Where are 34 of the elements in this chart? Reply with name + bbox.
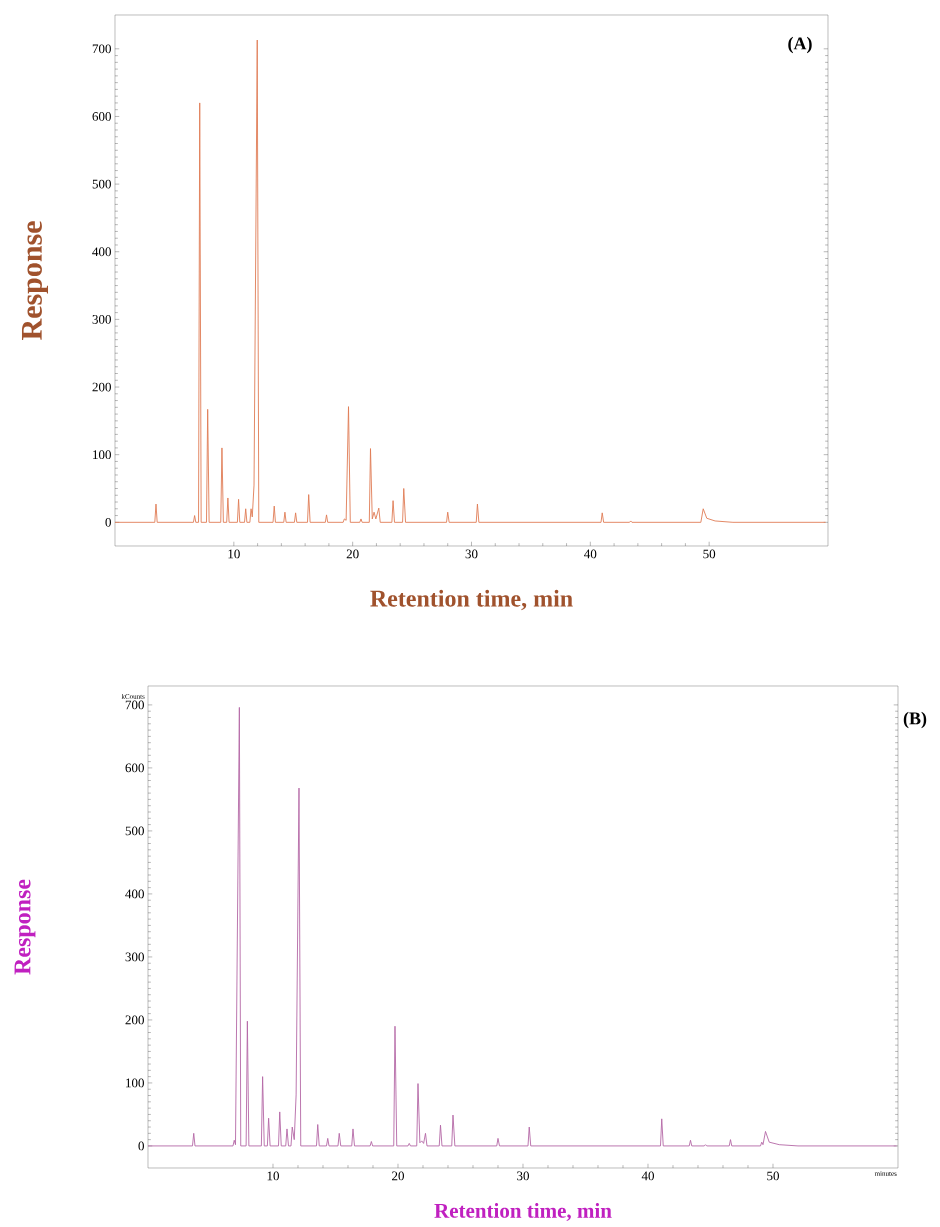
x-tick-label: 10 xyxy=(267,1171,279,1181)
y-tick-label: 100 xyxy=(126,1078,144,1088)
y-tick-label: 500 xyxy=(92,179,111,189)
x-tick-label: 20 xyxy=(346,549,359,559)
y-tick-label: 0 xyxy=(105,517,111,527)
y-tick-label: 200 xyxy=(125,1015,144,1025)
y-tick-label: 600 xyxy=(125,763,144,773)
x-tick-label: 40 xyxy=(584,549,597,559)
y-tick-label: 600 xyxy=(92,112,111,121)
text: (B) xyxy=(903,711,927,729)
y-tick-label: 300 xyxy=(125,952,144,962)
x-tick-label: 50 xyxy=(767,1171,779,1181)
x-tick-label: 40 xyxy=(641,1171,654,1181)
y-axis-title: Response xyxy=(14,879,36,975)
x-axis-title: Retention time, min xyxy=(370,589,573,611)
x-axis-title: Retention time, min xyxy=(434,1203,612,1221)
x-tick-label: 10 xyxy=(228,549,240,559)
y-tick-label: 300 xyxy=(92,315,111,324)
y-tick-label: 400 xyxy=(92,247,111,257)
y-tick-label: 200 xyxy=(92,382,111,392)
y-tick-label: 0 xyxy=(138,1141,144,1151)
y-tick-label: 100 xyxy=(93,450,111,460)
x-tick-label: 50 xyxy=(703,549,716,559)
y-tick-label: 700 xyxy=(125,700,144,710)
line-series xyxy=(148,706,898,1147)
x-tick-label: 30 xyxy=(517,1171,529,1181)
x-tick-label: 30 xyxy=(465,549,478,559)
y-tick-label: 400 xyxy=(125,889,144,899)
line-series xyxy=(115,39,827,523)
y-tick-label: 500 xyxy=(125,826,144,836)
y-tick-label: 700 xyxy=(92,44,111,54)
text: (A) xyxy=(788,36,812,54)
x-tick-label: 20 xyxy=(392,1171,404,1181)
y-axis-title: Response xyxy=(21,221,49,340)
